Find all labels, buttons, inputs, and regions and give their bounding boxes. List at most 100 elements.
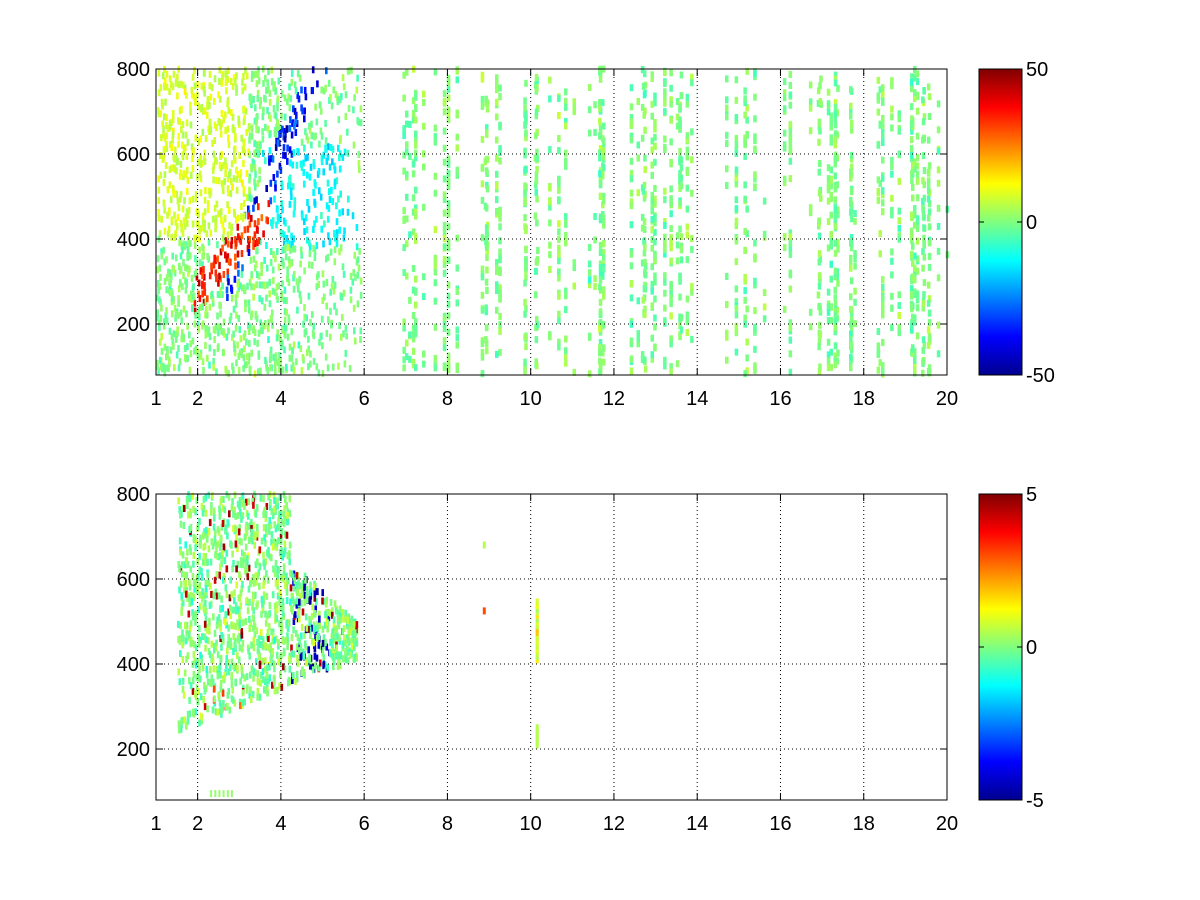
heatmap-cell-bottom xyxy=(298,598,301,606)
heatmap-cell-bottom xyxy=(290,644,293,652)
heatmap-cell-top xyxy=(267,319,270,327)
heatmap-cell-top xyxy=(202,266,205,273)
heatmap-cell-top xyxy=(212,326,216,334)
heatmap-cell-top xyxy=(338,226,341,234)
heatmap-cell-top xyxy=(234,324,238,332)
heatmap-cell-top xyxy=(422,150,426,158)
heatmap-cell-bottom xyxy=(285,588,289,596)
heatmap-cell-top xyxy=(663,93,667,100)
heatmap-cell-top xyxy=(833,273,837,281)
heatmap-cell-bottom xyxy=(192,551,196,559)
heatmap-cell-top xyxy=(205,305,208,313)
heatmap-cell-bottom xyxy=(341,627,344,635)
heatmap-cell-top xyxy=(356,256,360,264)
heatmap-cell-top xyxy=(199,303,202,311)
heatmap-cell-top xyxy=(743,277,747,285)
heatmap-cell-top xyxy=(226,125,230,133)
heatmap-cell-top xyxy=(275,221,278,229)
heatmap-cell-bottom xyxy=(189,682,193,690)
heatmap-cell-top xyxy=(321,297,325,304)
heatmap-cell-top xyxy=(480,196,485,204)
heatmap-cell-top xyxy=(414,136,418,144)
heatmap-cell-top xyxy=(533,212,538,220)
heatmap-cell-top xyxy=(179,252,183,260)
heatmap-cell-top xyxy=(422,350,426,358)
heatmap-cell-top xyxy=(245,169,249,177)
heatmap-cell-top xyxy=(177,344,180,352)
heatmap-cell-bottom xyxy=(192,670,196,678)
heatmap-cell-top xyxy=(725,131,729,139)
heatmap-cell-top xyxy=(266,79,269,87)
heatmap-cell-top xyxy=(881,191,885,199)
heatmap-cell-top xyxy=(734,222,739,230)
heatmap-cell-bottom xyxy=(184,637,188,645)
heatmap-cell-top xyxy=(442,337,447,345)
heatmap-cell-top xyxy=(268,158,271,166)
heatmap-cell-top xyxy=(324,353,328,361)
heatmap-cell-top xyxy=(640,134,645,142)
heatmap-cell-top xyxy=(557,257,561,265)
heatmap-cell-bottom xyxy=(279,533,283,541)
heatmap-cell-top xyxy=(829,134,833,142)
heatmap-cell-bottom xyxy=(279,604,283,612)
heatmap-cell-bottom xyxy=(291,607,294,615)
heatmap-cell-top xyxy=(414,212,418,220)
heatmap-cell-top xyxy=(849,293,853,301)
y-tick-label-top: 800 xyxy=(117,59,150,81)
heatmap-cell-top xyxy=(788,233,793,241)
heatmap-cell-top xyxy=(255,80,259,88)
heatmap-cell-top xyxy=(788,175,793,183)
heatmap-cell-top xyxy=(598,145,603,152)
heatmap-cell-top xyxy=(753,137,757,145)
heatmap-cell-top xyxy=(236,170,240,178)
heatmap-cell-top xyxy=(247,212,250,220)
heatmap-cell-top xyxy=(678,322,682,330)
heatmap-cell-top xyxy=(629,132,634,140)
heatmap-cell-top xyxy=(640,103,645,111)
heatmap-cell-top xyxy=(442,325,447,332)
heatmap-cell-top xyxy=(629,367,634,375)
heatmap-cell-top xyxy=(252,204,255,212)
heatmap-cell-top xyxy=(829,195,833,202)
heatmap-cell-bottom xyxy=(249,696,253,704)
heatmap-cell-top xyxy=(196,311,200,319)
heatmap-cell-top xyxy=(642,249,647,257)
heatmap-cell-top xyxy=(725,75,729,83)
heatmap-cell-top xyxy=(262,106,265,114)
heatmap-cell-top xyxy=(833,136,838,144)
heatmap-cell-top xyxy=(881,199,885,207)
heatmap-cell-top xyxy=(263,303,267,311)
heatmap-cell-top xyxy=(186,322,189,330)
heatmap-cell-top xyxy=(261,326,264,334)
heatmap-cell-top xyxy=(337,362,340,370)
heatmap-cell-top xyxy=(338,322,341,329)
colorbar-tick-label-top: 50 xyxy=(1026,59,1048,81)
heatmap-cell-top xyxy=(557,250,561,258)
heatmap-cell-top xyxy=(446,328,451,336)
heatmap-cell-top xyxy=(663,239,667,246)
heatmap-cell-bottom xyxy=(203,633,207,641)
heatmap-cell-top xyxy=(300,251,303,259)
heatmap-cell-bottom xyxy=(216,616,219,624)
heatmap-cell-bottom xyxy=(264,510,268,518)
heatmap-cell-top xyxy=(326,215,330,223)
heatmap-cell-bottom xyxy=(198,517,201,525)
heatmap-cell-bottom xyxy=(256,572,260,580)
heatmap-cell-bottom xyxy=(325,643,329,651)
heatmap-cell-bottom xyxy=(181,570,184,578)
heatmap-cell-top xyxy=(276,119,280,127)
heatmap-cell-top xyxy=(208,70,212,78)
heatmap-cell-bottom xyxy=(188,494,192,502)
heatmap-cell-bottom xyxy=(286,632,289,640)
heatmap-cell-top xyxy=(327,316,330,324)
heatmap-cell-top xyxy=(276,139,280,147)
heatmap-cell-top xyxy=(307,335,310,343)
heatmap-cell-top xyxy=(159,171,163,179)
heatmap-cell-top xyxy=(829,211,833,219)
heatmap-cell-top xyxy=(678,120,682,128)
heatmap-cell-top xyxy=(241,87,244,95)
heatmap-cell-top xyxy=(890,163,894,170)
heatmap-cell-top xyxy=(253,370,257,378)
heatmap-cell-top xyxy=(300,367,304,375)
heatmap-cell-top xyxy=(303,304,306,311)
